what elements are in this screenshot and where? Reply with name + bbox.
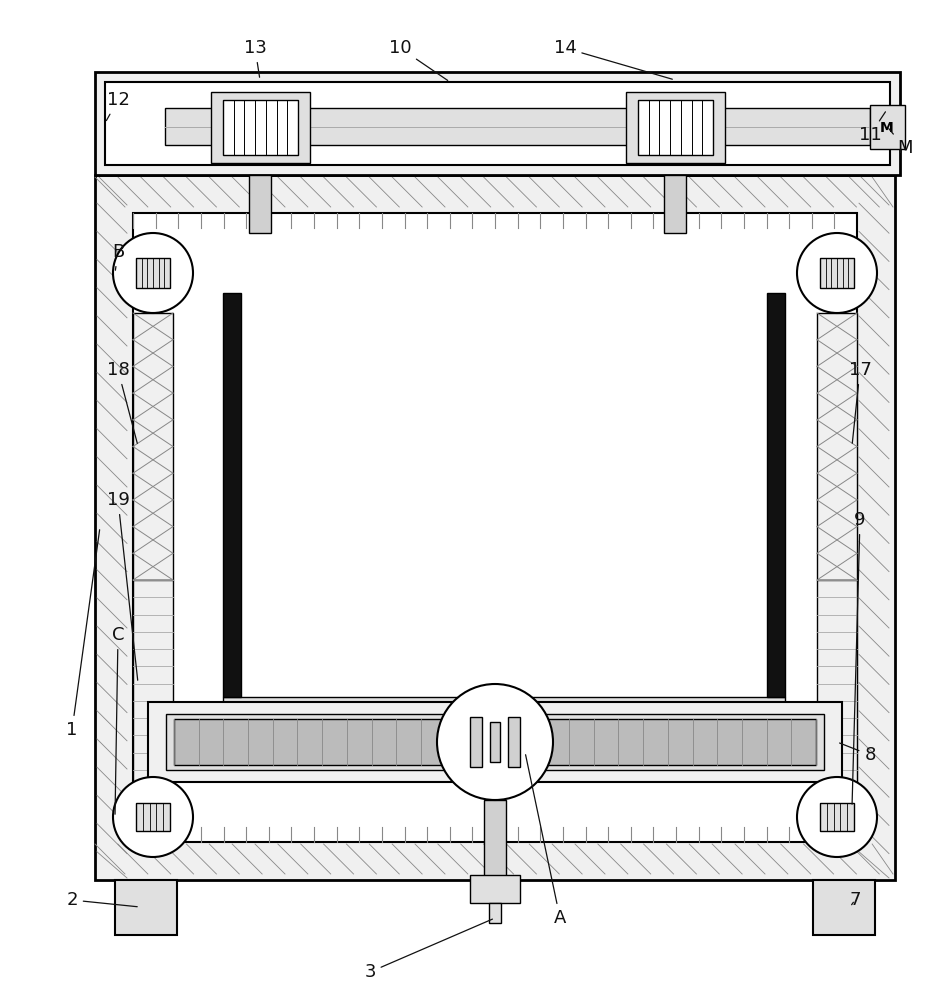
Bar [223,100,298,154]
Text: 9: 9 [853,511,866,804]
Bar [870,104,905,148]
Bar [489,903,501,923]
Bar [165,108,870,145]
Text: 11: 11 [858,112,885,144]
Text: C: C [112,626,124,814]
Text: M: M [880,120,894,134]
Bar [508,717,520,767]
Text: 2: 2 [66,891,138,909]
Text: 12: 12 [106,91,129,121]
Bar [136,258,170,288]
Bar [166,714,824,770]
Bar [484,800,506,880]
Bar [638,100,713,154]
Circle shape [113,777,193,857]
Bar [626,92,725,162]
Text: 17: 17 [849,361,871,443]
Bar [470,717,482,767]
Text: 3: 3 [365,919,493,981]
Circle shape [797,777,877,857]
Text: 7: 7 [850,891,861,909]
Text: 10: 10 [389,39,447,80]
Text: 19: 19 [106,491,138,680]
Bar [820,803,854,831]
Bar [105,82,890,165]
Bar [813,880,875,935]
Bar [249,175,271,233]
Bar [133,313,173,580]
Bar [174,719,816,765]
Circle shape [797,233,877,313]
Bar [817,580,857,787]
Bar [223,293,241,697]
Bar [95,175,895,880]
Text: 13: 13 [244,39,267,77]
Text: 14: 14 [554,39,673,79]
Bar [148,702,842,782]
Bar [664,175,686,233]
Bar [136,803,170,831]
Text: 1: 1 [66,530,100,739]
Bar [817,313,857,580]
Bar [211,92,310,162]
Circle shape [113,233,193,313]
Bar [95,72,900,175]
Bar [115,880,177,935]
Text: 8: 8 [839,743,876,764]
Bar [223,697,785,713]
Text: A: A [526,755,566,927]
Text: M: M [889,129,913,157]
Bar [820,258,854,288]
Text: 18: 18 [106,361,138,443]
Bar [767,293,785,697]
Bar [490,722,500,762]
Bar [470,875,520,903]
Circle shape [437,684,553,800]
Bar [133,213,857,842]
Text: B: B [112,243,124,270]
Bar [133,580,173,787]
